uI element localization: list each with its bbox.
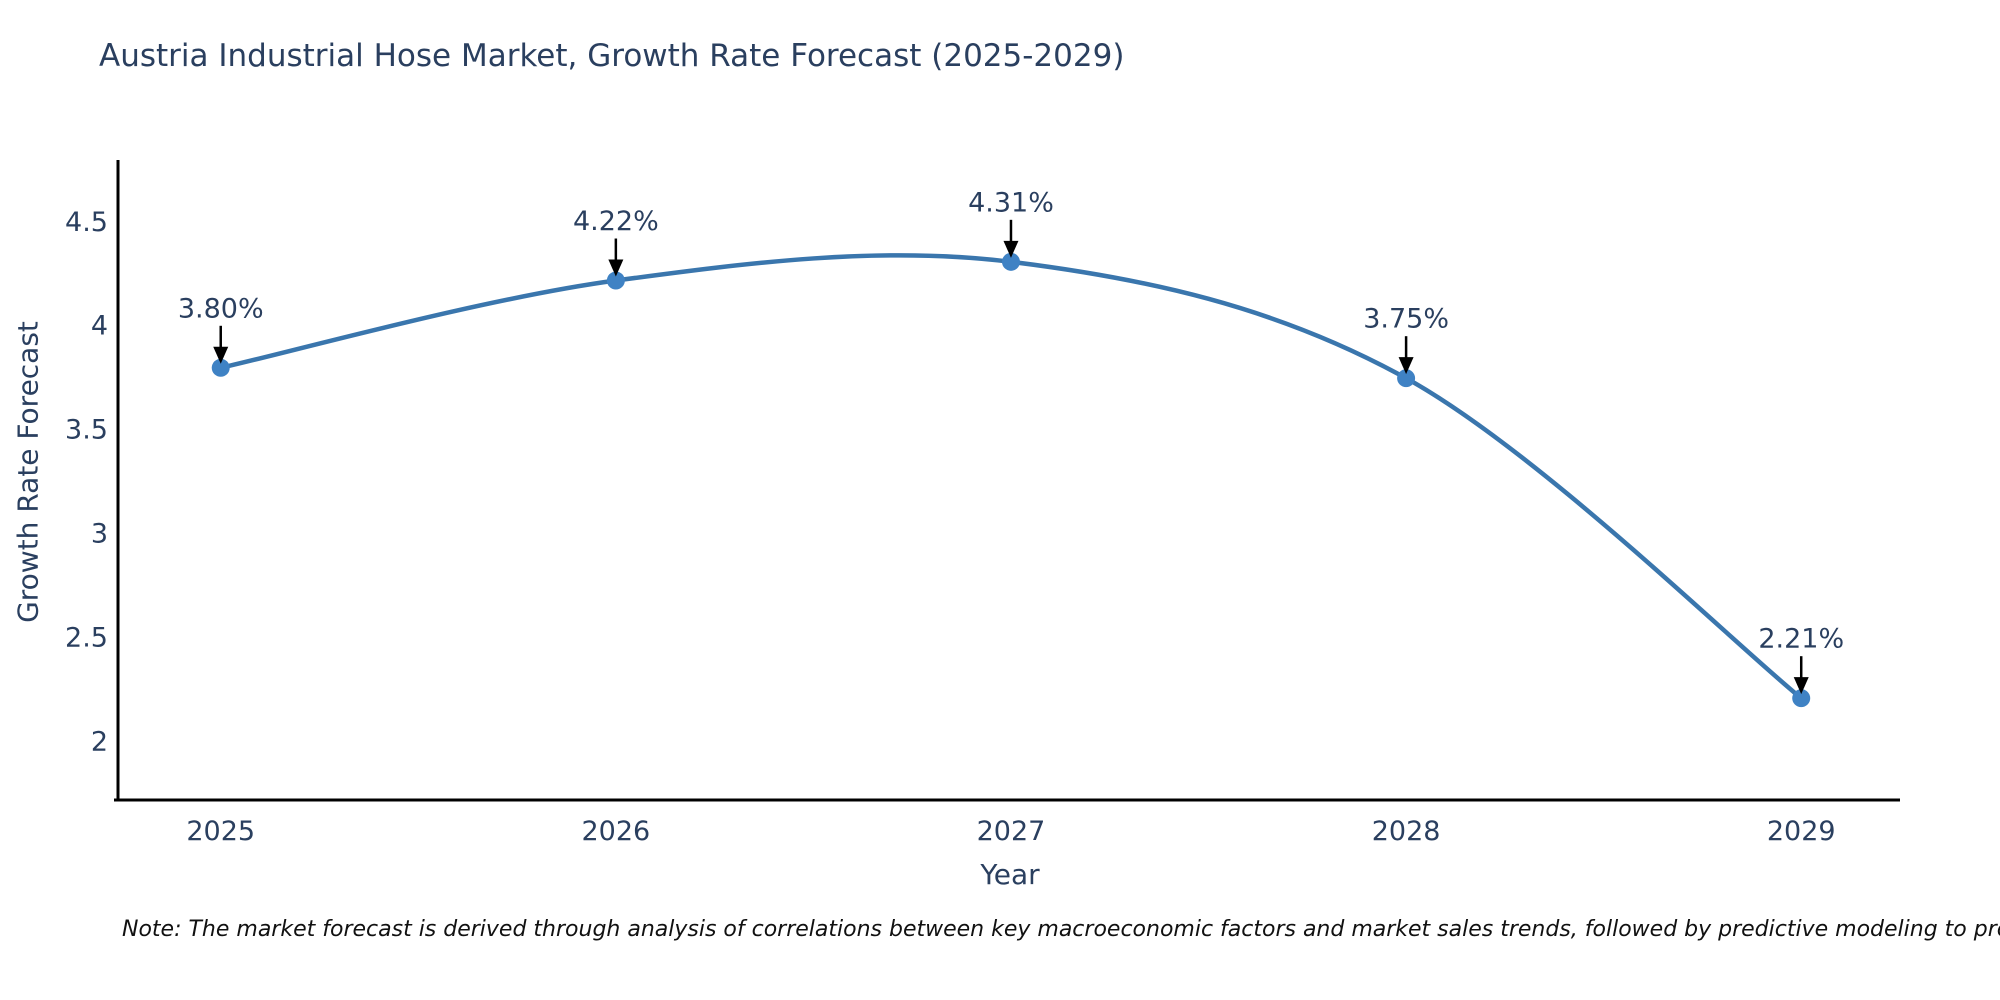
annotation-arrowhead: [1398, 357, 1414, 375]
annotation-label: 2.21%: [1758, 624, 1844, 655]
y-tick-label: 4.5: [65, 207, 108, 238]
x-tick-label: 2025: [186, 816, 255, 847]
annotation-label: 4.31%: [968, 187, 1054, 218]
chart-title: Austria Industrial Hose Market, Growth R…: [99, 38, 1125, 74]
data-point-2029[interactable]: [1792, 689, 1811, 708]
y-tick-label: 4: [91, 311, 108, 342]
data-point-2028[interactable]: [1397, 369, 1416, 388]
y-tick-label: 3: [91, 519, 108, 550]
data-point-2026[interactable]: [606, 271, 625, 290]
y-tick-label: 2: [91, 726, 108, 757]
x-tick-label: 2028: [1372, 816, 1441, 847]
annotation-arrowhead: [1793, 677, 1809, 695]
data-point-2025[interactable]: [211, 358, 230, 377]
x-axis-title: Year: [980, 858, 1040, 891]
annotation-label: 4.22%: [573, 206, 659, 237]
annotation-arrowhead: [1003, 240, 1019, 258]
annotation-arrowhead: [213, 346, 229, 364]
data-point-2027[interactable]: [1001, 252, 1020, 271]
annotation-label: 3.80%: [178, 293, 264, 324]
x-tick-label: 2029: [1767, 816, 1836, 847]
forecast-line: [218, 253, 1804, 701]
x-tick-label: 2027: [977, 816, 1046, 847]
footnote-text: Note: The market forecast is derived thr…: [122, 917, 2000, 942]
x-tick-label: 2026: [581, 816, 650, 847]
annotation-label: 3.75%: [1363, 304, 1449, 335]
y-tick-label: 3.5: [65, 415, 108, 446]
annotation-arrowhead: [608, 259, 624, 277]
y-tick-label: 2.5: [65, 622, 108, 653]
